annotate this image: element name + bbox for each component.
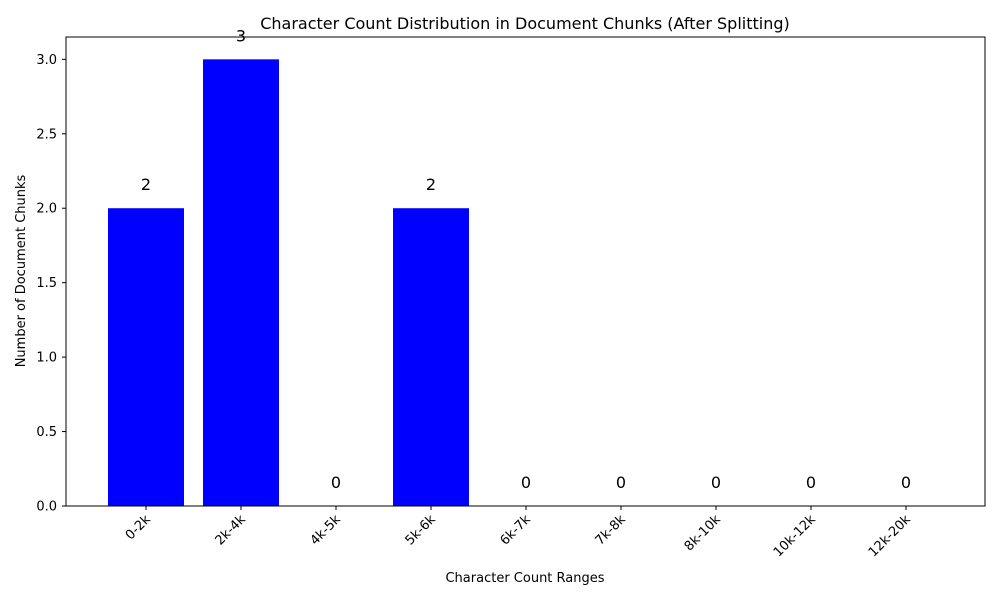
y-tick-label-0.5: 0.5: [36, 425, 57, 440]
data-label-0-2k: 2: [141, 175, 151, 194]
y-axis: 0.0 0.5 1.0 1.5 2.0 2.5 3.0: [36, 53, 66, 515]
y-tick-label-1.5: 1.5: [36, 276, 57, 291]
data-label-7k-8k: 0: [616, 473, 626, 492]
chart-title: Character Count Distribution in Document…: [260, 14, 790, 33]
x-axis-label: Character Count Ranges: [445, 571, 604, 586]
bar-0-2k: [108, 208, 184, 506]
y-tick-label-2.5: 2.5: [36, 127, 57, 142]
data-label-10k-12k: 0: [806, 473, 816, 492]
y-tick-label-2.0: 2.0: [36, 202, 57, 217]
data-label-12k-20k: 0: [901, 473, 911, 492]
data-label-6k-7k: 0: [521, 473, 531, 492]
y-tick-label-0.0: 0.0: [36, 500, 57, 515]
bar-2k-4k: [203, 59, 279, 506]
data-label-4k-5k: 0: [331, 473, 341, 492]
data-label-2k-4k: 3: [236, 26, 246, 45]
y-tick-label-1.0: 1.0: [36, 351, 57, 366]
data-label-5k-6k: 2: [426, 175, 436, 194]
y-tick-label-3.0: 3.0: [36, 53, 57, 68]
bars-group: [108, 59, 469, 506]
data-label-8k-10k: 0: [711, 473, 721, 492]
data-labels-group: 2 3 0 2 0 0 0 0 0: [141, 26, 911, 492]
y-axis-label: Number of Document Chunks: [14, 174, 29, 367]
bar-5k-6k: [393, 208, 469, 506]
